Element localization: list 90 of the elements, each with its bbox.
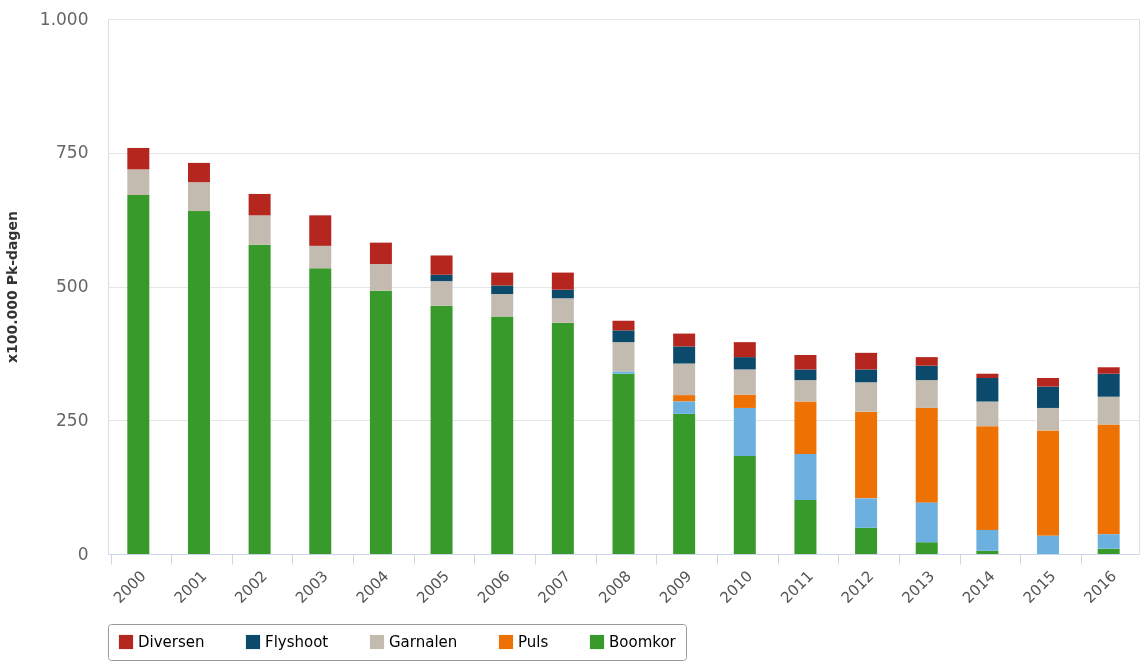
legend-label: Flyshoot — [265, 633, 329, 651]
bar — [187, 162, 210, 183]
bar — [612, 371, 635, 374]
bar — [1037, 535, 1060, 554]
bar — [612, 373, 635, 554]
bar — [1097, 396, 1120, 425]
bar — [976, 401, 999, 427]
bar — [1097, 373, 1120, 397]
bar — [127, 147, 150, 170]
bar — [733, 407, 756, 457]
bar — [491, 285, 514, 294]
bar — [1037, 430, 1060, 536]
bar — [127, 195, 150, 554]
bar — [733, 394, 756, 408]
bar — [673, 413, 696, 554]
bar — [855, 369, 878, 383]
y-tick-label: 0 — [77, 543, 89, 564]
bar — [976, 550, 999, 554]
bar — [127, 169, 150, 196]
bar — [976, 373, 999, 378]
bar — [491, 272, 514, 286]
bar — [551, 298, 574, 323]
bar — [430, 274, 453, 282]
bar — [794, 354, 817, 370]
bar — [309, 215, 332, 246]
bar — [309, 268, 332, 554]
bar — [673, 395, 696, 402]
bar — [976, 377, 999, 402]
bar — [673, 333, 696, 347]
bar — [1037, 377, 1060, 387]
bar — [551, 322, 574, 554]
bar — [491, 316, 514, 554]
bar — [491, 293, 514, 317]
bar — [794, 380, 817, 402]
y-tick-label: 250 — [56, 409, 89, 430]
bar — [794, 401, 817, 454]
bar — [915, 502, 938, 543]
y-axis-title: x100.000 Pk-dagen — [3, 210, 20, 364]
bar — [855, 498, 878, 528]
y-tick-label: 1.000 — [39, 8, 89, 29]
bar — [248, 193, 271, 216]
bar — [855, 411, 878, 499]
bar — [733, 456, 756, 554]
bar — [915, 357, 938, 366]
legend-label: Puls — [518, 633, 549, 651]
bar — [915, 542, 938, 554]
bar — [915, 365, 938, 381]
bar — [309, 245, 332, 269]
bar — [794, 453, 817, 500]
bar — [1097, 534, 1120, 549]
bar — [1097, 367, 1120, 374]
legend-label: Boomkor — [609, 633, 677, 651]
bar — [673, 401, 696, 414]
bar — [369, 264, 392, 291]
bar — [369, 242, 392, 265]
bar — [612, 320, 635, 331]
bar — [612, 342, 635, 372]
bar — [673, 346, 696, 364]
bar — [612, 330, 635, 343]
bar — [1037, 386, 1060, 408]
bar — [551, 289, 574, 299]
bar — [794, 499, 817, 554]
bar — [733, 357, 756, 370]
bar — [733, 342, 756, 358]
legend-label: Garnalen — [389, 633, 458, 651]
bar — [430, 255, 453, 275]
bar — [430, 281, 453, 306]
bar — [915, 407, 938, 503]
bar — [551, 272, 574, 290]
bar — [855, 527, 878, 554]
bar — [248, 244, 271, 554]
bar — [976, 529, 999, 551]
bar — [855, 382, 878, 412]
bar — [1097, 548, 1120, 554]
bar — [794, 369, 817, 381]
bar — [855, 352, 878, 370]
bar — [733, 369, 756, 395]
bar — [1037, 407, 1060, 431]
bar — [430, 305, 453, 554]
bar — [673, 363, 696, 396]
bar — [369, 290, 392, 554]
y-tick-label: 750 — [56, 142, 89, 163]
bar — [976, 426, 999, 530]
bar — [1097, 424, 1120, 535]
y-tick-label: 500 — [56, 276, 89, 296]
bar — [187, 211, 210, 554]
legend-label: Diversen — [138, 633, 205, 651]
bar — [187, 182, 210, 212]
bar — [248, 215, 271, 245]
bar — [915, 380, 938, 408]
